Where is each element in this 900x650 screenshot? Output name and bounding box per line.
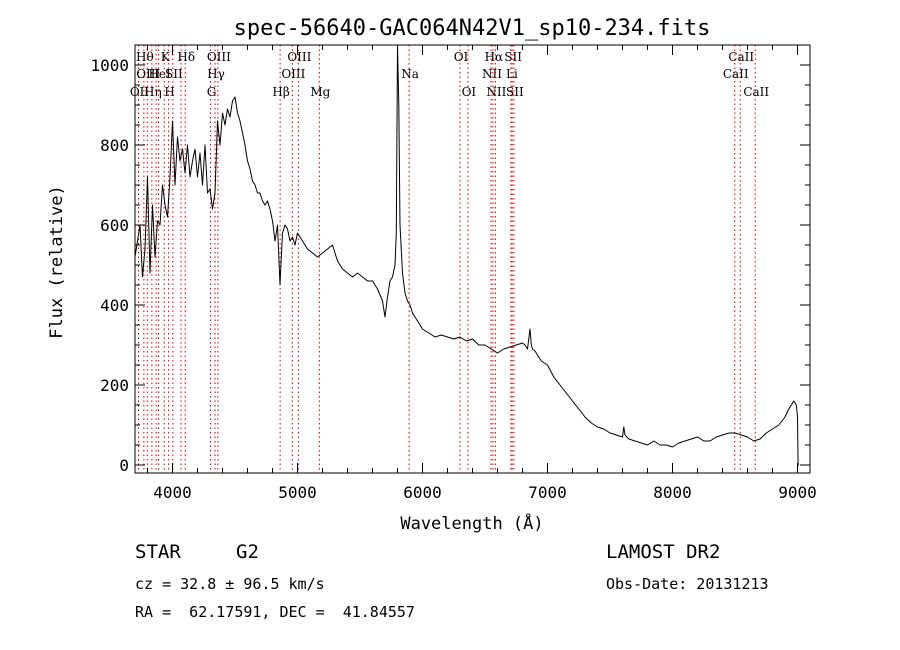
x-tick-label: 8000 xyxy=(653,483,692,502)
x-tick-label: 5000 xyxy=(278,483,317,502)
line-marker-label: CaII xyxy=(728,50,754,64)
line-marker-label: HeI xyxy=(148,67,171,81)
line-marker-label: Hγ xyxy=(207,67,225,81)
line-marker-label: OI xyxy=(454,50,469,64)
line-marker-label: SII xyxy=(165,67,183,81)
y-axis-label: Flux (relative) xyxy=(47,185,67,339)
line-marker-label: CaII xyxy=(723,67,749,81)
line-marker-label: Hδ xyxy=(177,50,195,64)
coordinates: RA = 62.17591, DEC = 41.84557 xyxy=(135,603,415,621)
line-marker-label: Hβ xyxy=(272,85,289,99)
obs-date: Obs-Date: 20131213 xyxy=(606,575,769,593)
line-marker-label: Hα xyxy=(485,50,504,64)
plot-frame xyxy=(134,44,811,474)
line-marker-label: Hη xyxy=(144,85,162,99)
x-tick-label: 6000 xyxy=(403,483,442,502)
line-marker-label: NII xyxy=(486,85,506,99)
x-tick-label: 7000 xyxy=(528,483,567,502)
line-marker-label: CaII xyxy=(743,85,769,99)
series-layer xyxy=(134,44,799,466)
spectrum-series-line xyxy=(134,44,799,466)
line-marker-label: OIII xyxy=(207,50,231,64)
y-tick-label: 800 xyxy=(100,136,129,155)
line-marker-label: OIII xyxy=(136,67,160,81)
chart-title: spec-56640-GAC064N42V1_sp10-234.fits xyxy=(234,16,711,41)
x-axis-label: Wavelength (Å) xyxy=(400,512,543,534)
line-marker-label: Na xyxy=(401,67,419,81)
line-marker-label: OI xyxy=(462,85,477,99)
line-marker-label: NII xyxy=(482,67,502,81)
line-marker-label: Mg xyxy=(310,85,330,99)
x-tick-label: 9000 xyxy=(778,483,817,502)
line-marker-label: K xyxy=(161,50,171,64)
line-marker-label: SII xyxy=(504,50,522,64)
line-marker-label: Hθ xyxy=(136,50,154,64)
object-subclass: G2 xyxy=(236,541,259,563)
y-tick-label: 600 xyxy=(100,216,129,235)
line-marker-layer: OIIHθOIIIHηHeIKHSIIHδGHγOIIIHβOIIIOIIIMg… xyxy=(130,45,769,473)
line-marker-label: H xyxy=(164,85,174,99)
line-marker-label: OIII xyxy=(281,67,305,81)
y-tick-label: 0 xyxy=(119,456,129,475)
object-class: STAR xyxy=(135,541,181,563)
x-tick-label: 4000 xyxy=(153,483,192,502)
line-marker-label: Li xyxy=(506,67,518,81)
survey-name: LAMOST DR2 xyxy=(606,541,721,563)
line-marker-label: G xyxy=(207,85,217,99)
line-marker-label: OIII xyxy=(287,50,311,64)
line-marker-label: SII xyxy=(506,85,524,99)
y-tick-label: 1000 xyxy=(90,56,129,75)
redshift-readout: cz = 32.8 ± 96.5 km/s xyxy=(135,575,325,593)
y-tick-label: 400 xyxy=(100,296,129,315)
y-tick-label: 200 xyxy=(100,376,129,395)
tick-layer: 4000 5000 6000 7000 8000 9000 0 200 400 600 800 100… xyxy=(90,44,817,502)
